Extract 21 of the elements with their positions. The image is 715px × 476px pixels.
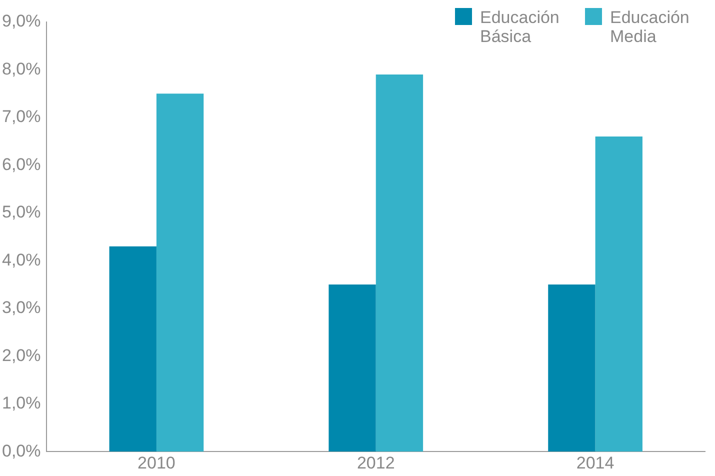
- y-tick-label: 4,0%: [2, 250, 41, 270]
- y-tick-label: 7,0%: [2, 107, 41, 126]
- y-tick-label: 9,0%: [2, 12, 41, 31]
- y-tick-label: 2,0%: [2, 346, 41, 365]
- y-tick-label: 8,0%: [2, 59, 41, 78]
- y-tick-label: 0,0%: [2, 441, 41, 460]
- bar: [376, 74, 424, 452]
- legend-label: Educación Básica: [480, 8, 560, 46]
- x-tick-label: 2014: [576, 453, 614, 472]
- y-tick-label: 1,0%: [2, 394, 41, 413]
- x-tick-label: 2010: [138, 453, 176, 472]
- y-tick-label: 6,0%: [2, 154, 41, 174]
- y-tick-label: 5,0%: [2, 202, 41, 222]
- bar: [328, 284, 376, 452]
- bar: [595, 136, 642, 452]
- bar: [156, 94, 204, 452]
- legend-label: Educación Media: [610, 8, 690, 46]
- bar: [109, 246, 156, 452]
- x-tick-label: 2012: [356, 453, 395, 472]
- bar: [548, 284, 596, 452]
- y-tick-label: 3,0%: [2, 298, 41, 318]
